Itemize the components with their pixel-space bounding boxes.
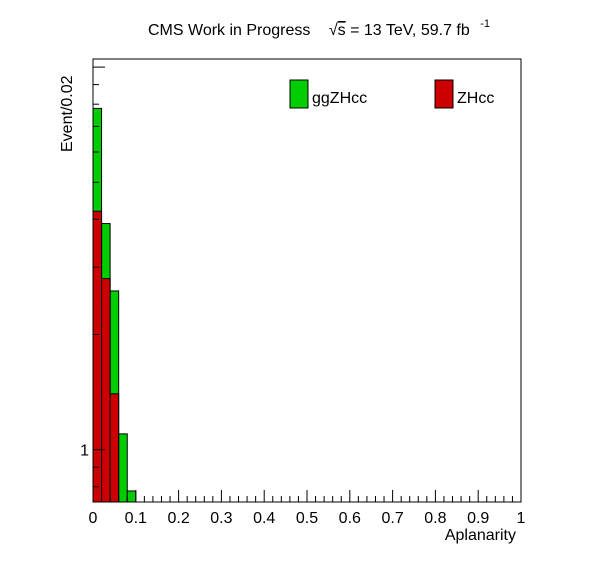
y-tick-labels: 1 (80, 443, 89, 460)
x-tick-label: 0.8 (424, 510, 446, 527)
bar-ggzhcc-bin-4 (126, 490, 137, 503)
bar-zhcc-bin-0 (92, 210, 103, 503)
x-tick-label: 0.6 (339, 510, 361, 527)
bars-layer (92, 107, 137, 503)
ticks-layer (92, 66, 522, 502)
plot-frame (92, 58, 522, 503)
x-tick-label: 0.1 (125, 510, 147, 527)
legend-label-ggzhcc: ggZHcc (312, 90, 367, 107)
y-tick-label: 1 (80, 443, 89, 460)
chart-title: CMS Work in Progress √s = 13 TeV, 59.7 f… (148, 18, 490, 39)
x-tick-label: 0.2 (167, 510, 189, 527)
x-tick-label: 0.5 (296, 510, 318, 527)
x-tick-label: 0.4 (253, 510, 275, 527)
x-tick-labels: 0 0.1 0.2 0.3 0.4 0.5 0.6 0.7 0.8 0.9 1 (89, 510, 526, 527)
x-tick-label: 1 (517, 510, 526, 527)
legend: ggZHcc ZHcc (289, 79, 494, 109)
x-tick-label: 0.3 (210, 510, 232, 527)
x-tick-label: 0.9 (467, 510, 489, 527)
bar-zhcc-bin-2 (109, 393, 120, 503)
bar-zhcc-bin-1 (101, 278, 111, 503)
x-tick-label: 0.7 (381, 510, 403, 527)
x-tick-label: 0 (89, 510, 98, 527)
legend-label-zhcc: ZHcc (457, 90, 494, 107)
x-axis-label: Aplanarity (445, 527, 516, 544)
legend-swatch-ggzhcc (289, 79, 309, 109)
legend-swatch-zhcc (434, 79, 454, 109)
y-axis-label: Event/0.02 (59, 75, 76, 152)
bar-ggzhcc-bin-3 (118, 433, 128, 503)
